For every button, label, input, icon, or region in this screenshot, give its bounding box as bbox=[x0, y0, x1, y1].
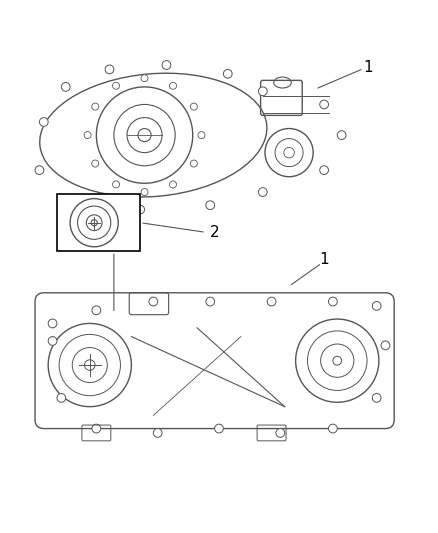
Circle shape bbox=[141, 75, 148, 82]
Circle shape bbox=[57, 393, 66, 402]
Circle shape bbox=[35, 166, 44, 174]
Circle shape bbox=[136, 205, 145, 214]
Circle shape bbox=[191, 160, 198, 167]
Circle shape bbox=[191, 103, 198, 110]
Circle shape bbox=[48, 319, 57, 328]
Circle shape bbox=[61, 83, 70, 91]
Circle shape bbox=[258, 188, 267, 197]
Circle shape bbox=[141, 189, 148, 196]
Circle shape bbox=[92, 424, 101, 433]
Circle shape bbox=[320, 100, 328, 109]
Circle shape bbox=[267, 297, 276, 306]
Circle shape bbox=[372, 393, 381, 402]
Circle shape bbox=[48, 336, 57, 345]
Circle shape bbox=[223, 69, 232, 78]
Circle shape bbox=[328, 297, 337, 306]
Circle shape bbox=[92, 306, 101, 314]
Circle shape bbox=[113, 181, 120, 188]
Circle shape bbox=[105, 65, 114, 74]
Circle shape bbox=[153, 429, 162, 437]
Circle shape bbox=[276, 429, 285, 437]
Text: 1: 1 bbox=[363, 60, 373, 75]
Circle shape bbox=[337, 131, 346, 140]
Circle shape bbox=[198, 132, 205, 139]
Text: 2: 2 bbox=[210, 225, 219, 240]
Circle shape bbox=[92, 160, 99, 167]
Circle shape bbox=[170, 82, 177, 90]
Circle shape bbox=[206, 201, 215, 209]
Circle shape bbox=[162, 61, 171, 69]
Circle shape bbox=[113, 82, 120, 90]
Circle shape bbox=[206, 297, 215, 306]
Circle shape bbox=[170, 181, 177, 188]
Circle shape bbox=[92, 103, 99, 110]
Bar bbox=[57, 194, 140, 251]
Circle shape bbox=[215, 424, 223, 433]
Circle shape bbox=[39, 118, 48, 126]
Circle shape bbox=[320, 166, 328, 174]
Circle shape bbox=[328, 424, 337, 433]
Circle shape bbox=[84, 132, 91, 139]
Circle shape bbox=[381, 341, 390, 350]
Circle shape bbox=[149, 297, 158, 306]
Circle shape bbox=[74, 197, 83, 205]
Circle shape bbox=[258, 87, 267, 96]
Text: 1: 1 bbox=[319, 253, 329, 268]
Circle shape bbox=[372, 302, 381, 310]
